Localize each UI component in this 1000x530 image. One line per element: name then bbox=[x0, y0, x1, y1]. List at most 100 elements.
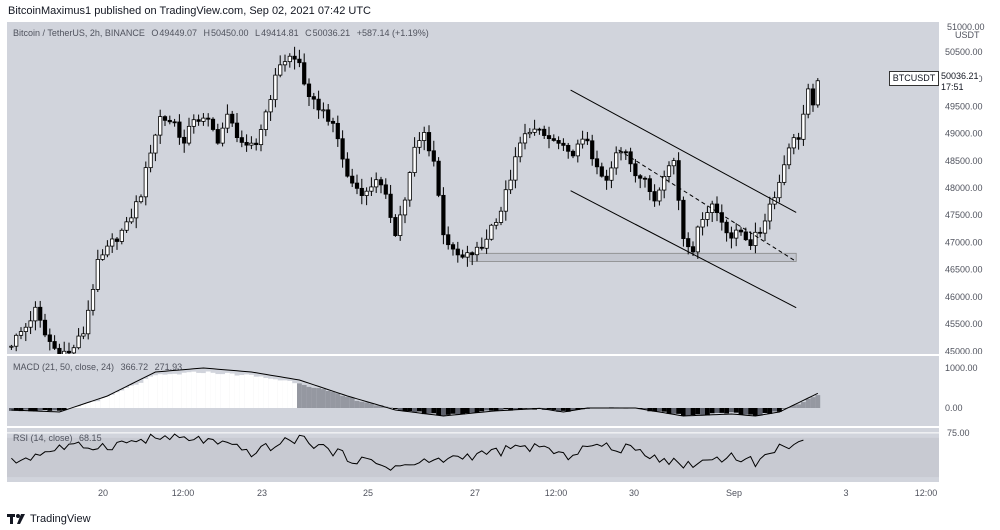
candle-body bbox=[551, 138, 556, 141]
macd-histogram-bar bbox=[330, 391, 336, 408]
macd-histogram-bar bbox=[18, 408, 24, 412]
candle bbox=[786, 143, 792, 170]
time-tick-label: 30 bbox=[629, 488, 639, 498]
candle bbox=[498, 206, 504, 226]
last-price-box: 50036.21 17:51 bbox=[941, 71, 979, 93]
candle bbox=[518, 136, 523, 163]
candle-body bbox=[177, 121, 182, 138]
candle-body bbox=[23, 326, 28, 332]
macd-histogram-bar bbox=[306, 386, 312, 408]
candle bbox=[254, 138, 259, 151]
candle bbox=[508, 169, 513, 194]
macd-histogram-bar bbox=[805, 398, 811, 408]
candle-body bbox=[258, 129, 264, 146]
candle bbox=[172, 118, 177, 127]
channel-lower-line bbox=[570, 190, 797, 309]
candle bbox=[503, 180, 508, 221]
candle-body bbox=[393, 217, 398, 236]
candle bbox=[426, 125, 432, 157]
macd-histogram-bar bbox=[561, 408, 566, 411]
candle bbox=[316, 90, 321, 119]
macd-histogram-bar bbox=[42, 408, 48, 411]
candle-body bbox=[90, 289, 96, 311]
candle-body bbox=[762, 220, 768, 234]
candle-body bbox=[609, 167, 614, 181]
channel-upper-line bbox=[570, 89, 797, 213]
macd-histogram-bar bbox=[138, 382, 144, 408]
candle-body bbox=[225, 113, 230, 129]
candle bbox=[695, 225, 700, 259]
rsi-pane[interactable]: RSI (14, close) 68.15 bbox=[7, 428, 939, 482]
legend-close: 50036.21 bbox=[312, 28, 351, 38]
macd-histogram-bar bbox=[220, 374, 225, 408]
candle bbox=[206, 113, 211, 127]
candle bbox=[662, 170, 667, 199]
macd-histogram-bar bbox=[652, 408, 657, 412]
macd-histogram-bar bbox=[157, 374, 163, 408]
macd-histogram-bar bbox=[441, 408, 446, 416]
tradingview-logo-icon bbox=[7, 514, 25, 524]
macd-histogram-bar bbox=[81, 403, 86, 408]
candle-body bbox=[42, 319, 48, 336]
candle bbox=[570, 149, 576, 159]
macd-histogram-bar bbox=[522, 408, 528, 409]
candle-body bbox=[162, 116, 168, 121]
candle-body bbox=[398, 214, 403, 236]
price-chart[interactable] bbox=[7, 22, 939, 364]
macd-histogram-bar bbox=[705, 408, 710, 416]
macd-histogram-bar bbox=[52, 408, 57, 411]
candle-body bbox=[62, 350, 67, 356]
candle-body bbox=[359, 187, 364, 196]
macd-histogram-bar bbox=[570, 408, 576, 411]
candle-body bbox=[666, 165, 672, 177]
candle-body bbox=[369, 186, 374, 192]
macd-histogram-bar bbox=[388, 407, 393, 408]
macd-histogram-bar bbox=[277, 380, 283, 408]
candle bbox=[489, 223, 494, 241]
candle bbox=[191, 114, 196, 134]
macd-histogram-bar bbox=[263, 377, 269, 408]
macd-histogram-bar bbox=[393, 408, 398, 409]
candle bbox=[153, 133, 158, 162]
legend-low-label: L bbox=[255, 28, 261, 38]
candle-body bbox=[306, 83, 312, 98]
rsi-band bbox=[7, 437, 939, 478]
price-pane[interactable]: Bitcoin / TetherUS, 2h, BINANCE O49449.0… bbox=[7, 22, 939, 364]
candle bbox=[484, 229, 489, 254]
macd-pane[interactable]: MACD (21, 50, close, 24) 366.72 271.93 bbox=[7, 356, 939, 426]
candle-body bbox=[633, 163, 638, 177]
candle bbox=[340, 130, 345, 168]
candle-body bbox=[335, 122, 340, 140]
candle bbox=[628, 147, 633, 172]
candle bbox=[220, 122, 225, 147]
candle bbox=[710, 200, 715, 222]
macd-histogram-bar bbox=[177, 374, 182, 408]
macd-histogram-bar bbox=[757, 408, 763, 416]
macd-histogram-bar bbox=[642, 408, 648, 410]
price-tick-top: 51000.00 bbox=[947, 22, 985, 32]
candle bbox=[566, 142, 571, 159]
candle-body bbox=[710, 203, 715, 213]
macd-histogram-bar bbox=[364, 402, 369, 408]
candle bbox=[614, 146, 619, 175]
time-axis[interactable]: 20 12:00 23 25 27 12:00 30 Sep 3 12:00 bbox=[0, 482, 1000, 506]
legend-change: +587.14 (+1.19%) bbox=[356, 28, 429, 38]
candle bbox=[561, 138, 566, 151]
candle-body bbox=[426, 132, 432, 152]
candle-body bbox=[239, 137, 244, 143]
macd-histogram-bar bbox=[767, 408, 773, 414]
macd-histogram-bar bbox=[402, 408, 408, 412]
candle bbox=[460, 249, 465, 259]
macd-axis[interactable]: 0.00 1000.00 bbox=[939, 356, 1000, 426]
candle-body bbox=[657, 189, 662, 202]
macd-histogram-bar bbox=[33, 408, 38, 412]
rsi-axis[interactable]: 75.00 bbox=[939, 428, 1000, 482]
macd-histogram-bar bbox=[90, 401, 96, 408]
candle-body bbox=[100, 254, 105, 260]
macd-name: MACD (21, 50, close, 24) bbox=[13, 362, 115, 372]
candle-body bbox=[498, 210, 504, 223]
candle-body bbox=[311, 96, 316, 100]
candle bbox=[810, 83, 816, 112]
macd-histogram-bar bbox=[431, 408, 437, 414]
candle bbox=[417, 132, 422, 154]
